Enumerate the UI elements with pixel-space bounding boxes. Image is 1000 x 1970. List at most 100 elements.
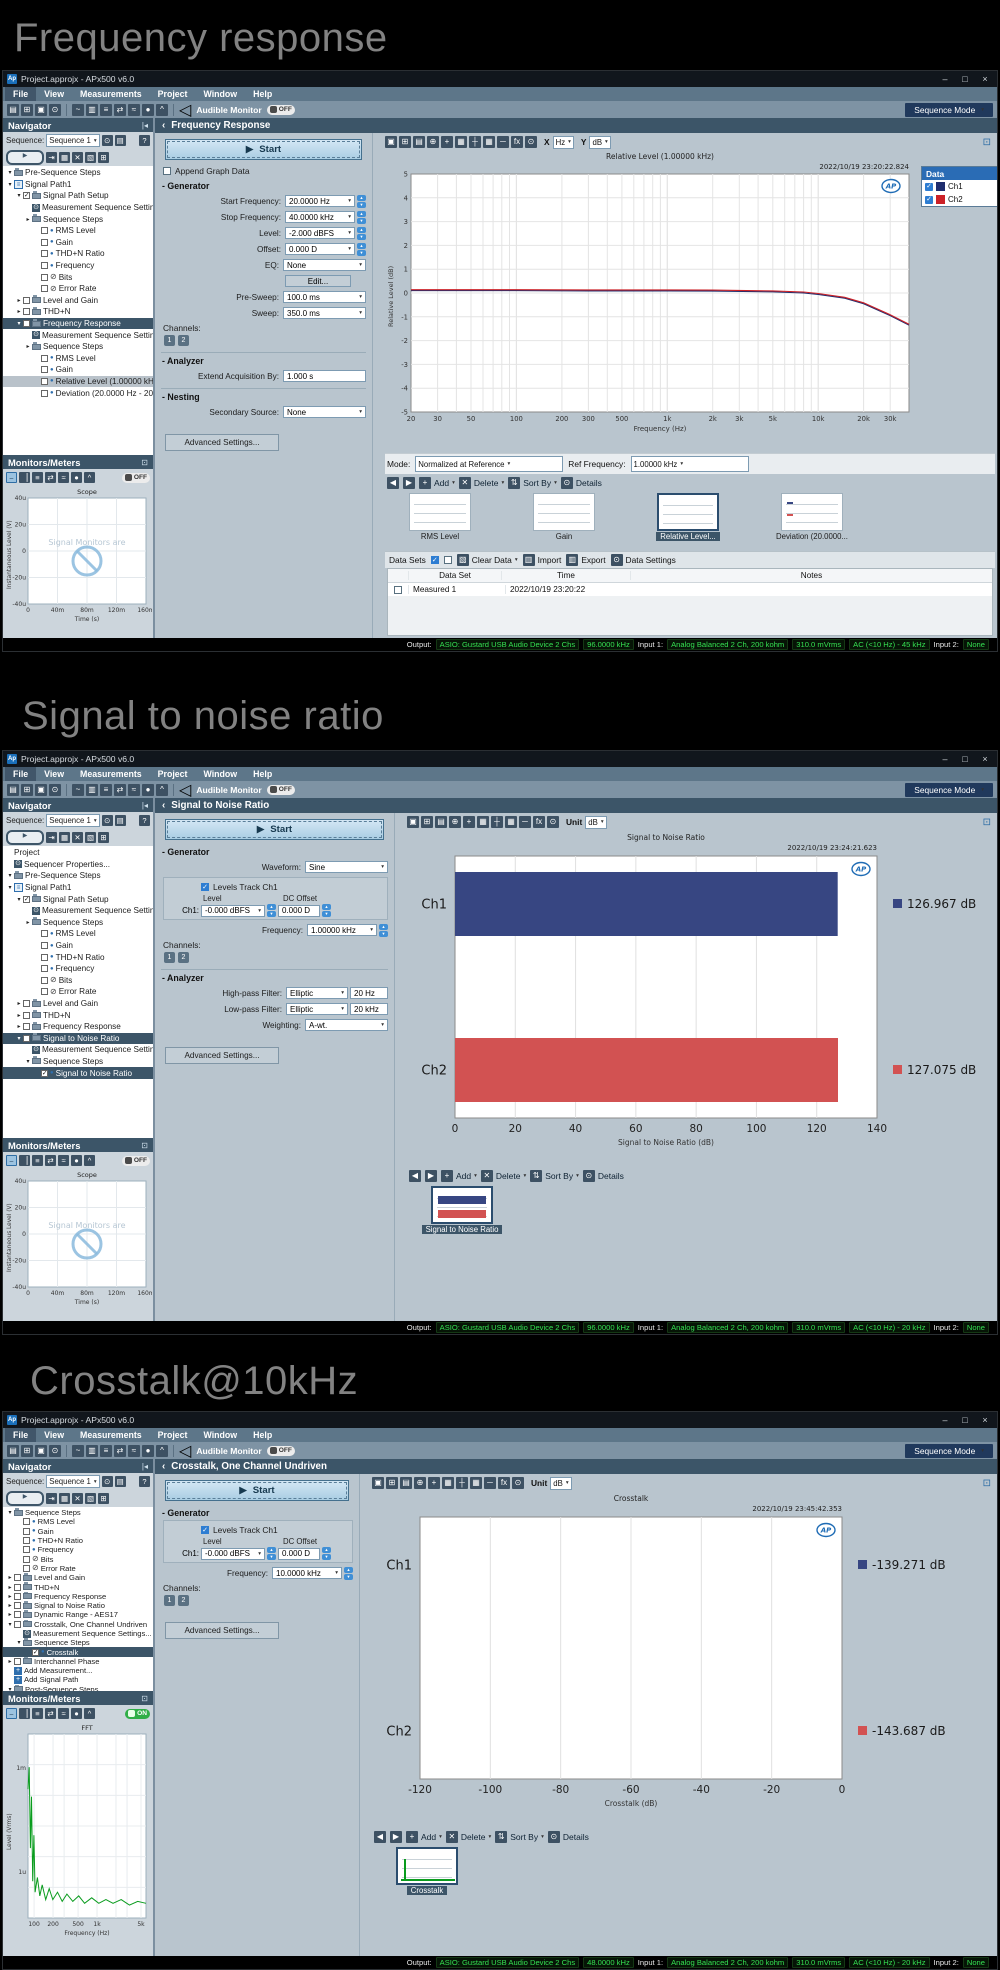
tree-item-signal-path-setup[interactable]: ▾ ✓ Signal Path Setup: [3, 893, 153, 905]
fft-monitor-icon[interactable]: ▕: [19, 1708, 30, 1719]
value-box[interactable]: 350.0 ms ▾: [283, 307, 366, 319]
menu-window[interactable]: Window: [203, 89, 238, 99]
fx-icon[interactable]: fx: [498, 1477, 510, 1489]
tree-item-frequency[interactable]: ● Frequency: [3, 1545, 153, 1554]
channel-2-chip[interactable]: 2: [178, 1595, 189, 1606]
input-bandwidth-status[interactable]: AC (<10 Hz) - 20 kHz: [849, 1957, 930, 1968]
tree-item-frequency[interactable]: ● Frequency: [3, 260, 153, 272]
legend-item-ch2[interactable]: ✓ Ch2: [922, 193, 997, 206]
tree-checkbox[interactable]: [41, 976, 48, 984]
data-table-icon[interactable]: ▦: [483, 136, 495, 148]
tree-item-signal-to-noise-ratio[interactable]: ▾ Signal to Noise Ratio: [3, 1032, 153, 1045]
tree-checkbox[interactable]: [41, 930, 48, 938]
expander-icon[interactable]: ▾: [8, 885, 12, 892]
output-device-status[interactable]: ASIO: Gustard USB Audio Device 2 Chs: [435, 1957, 580, 1968]
first-data-icon[interactable]: ◀: [374, 1830, 386, 1843]
trace-style-icon[interactable]: ─: [497, 136, 509, 148]
channel-1-chip[interactable]: 1: [164, 952, 175, 963]
select-all-checkbox[interactable]: ✓: [430, 556, 439, 564]
value-box[interactable]: 20.0000 Hz ▾: [285, 195, 355, 207]
edit-button[interactable]: Edit...: [285, 275, 351, 287]
axis-unit-select[interactable]: Hz ▾: [552, 135, 574, 149]
save-graph-icon[interactable]: ▣: [385, 136, 397, 148]
tree-item-thd-n[interactable]: ▸ THD+N: [3, 1009, 153, 1021]
help-icon[interactable]: ?: [139, 135, 150, 146]
tree-checkbox[interactable]: [23, 1034, 30, 1042]
expander-icon[interactable]: ▾: [8, 1621, 12, 1628]
input2-status[interactable]: None: [962, 1957, 989, 1968]
tree-item-gain[interactable]: ● Gain: [3, 237, 153, 249]
tree-item-dynamic-range-aes17[interactable]: ▸ Dynamic Range - AES17: [3, 1610, 153, 1619]
tree-item-frequency-response[interactable]: ▸ Frequency Response: [3, 1021, 153, 1033]
tree-item-sequence-steps[interactable]: ▸ Sequence Steps: [3, 917, 153, 929]
settings-icon[interactable]: ⊙: [49, 783, 61, 796]
last-data-icon[interactable]: ▶: [390, 1830, 402, 1843]
clock-monitor-icon[interactable]: ●: [71, 1155, 82, 1166]
sequence-settings-icon[interactable]: ⊙: [101, 135, 113, 146]
tree-checkbox[interactable]: [23, 1527, 30, 1535]
tree-item-interchannel-phase[interactable]: ▸ Interchannel Phase: [3, 1656, 153, 1666]
value-box[interactable]: 40.0000 kHz ▾: [285, 211, 355, 223]
delete-data-button[interactable]: ✕ Delete ▾: [480, 1169, 526, 1182]
help-icon[interactable]: ?: [139, 1476, 150, 1487]
expander-icon[interactable]: ▾: [8, 873, 12, 880]
tree-item-level-and-gain[interactable]: ▸ Level and Gain: [3, 1573, 153, 1582]
tree-item-measurement-sequence-settings[interactable]: ⊙Measurement Sequence Settings...: [3, 905, 153, 917]
maximize-button[interactable]: □: [962, 1415, 968, 1425]
copy-graph-icon[interactable]: ⊞: [386, 1477, 398, 1489]
clock-monitor-icon[interactable]: ●: [71, 472, 82, 483]
sequence-report-icon[interactable]: ▤: [114, 135, 126, 146]
verify-icon[interactable]: ▦: [59, 152, 70, 163]
tree-item-frequency-response[interactable]: ▸ Frequency Response: [3, 1591, 153, 1601]
sweep-monitor-icon[interactable]: ⇄: [45, 472, 56, 483]
thd-monitor-icon[interactable]: ≈: [58, 1155, 69, 1166]
minimize-button[interactable]: –: [942, 1415, 948, 1425]
tree-item-measurement-sequence-settings[interactable]: ⊙Measurement Sequence Settings...: [3, 202, 153, 214]
expander-icon[interactable]: ▸: [26, 216, 30, 223]
graph-settings-icon[interactable]: ⊙: [525, 136, 537, 148]
value-box[interactable]: 1.000 s: [283, 370, 366, 382]
zoom-icon[interactable]: ⊕: [449, 816, 461, 828]
spinner-control[interactable]: ▲ ▼: [322, 904, 331, 917]
sequence-settings-icon[interactable]: ⊙: [101, 1476, 113, 1487]
pan-icon[interactable]: +: [428, 1477, 440, 1489]
trace-style-icon[interactable]: ─: [519, 816, 531, 828]
tree-item-crosstalk[interactable]: ✓ ● Crosstalk: [3, 1647, 153, 1657]
copy-graph-icon[interactable]: ⊞: [421, 816, 433, 828]
xy-monitor-icon[interactable]: ^: [84, 1708, 95, 1719]
select-none-checkbox[interactable]: [443, 556, 452, 564]
monitors-toggle[interactable]: OFF: [121, 1155, 150, 1166]
meters-icon[interactable]: ≈: [128, 103, 140, 116]
tree-checkbox[interactable]: [23, 1537, 30, 1545]
scope-monitor-icon[interactable]: ~: [72, 1444, 84, 1457]
expander-icon[interactable]: ▾: [17, 1640, 21, 1647]
cursors-icon[interactable]: ┼: [469, 136, 481, 148]
export-icon[interactable]: ⊞: [98, 1493, 109, 1504]
menu-measurements[interactable]: Measurements: [80, 89, 142, 99]
add-data-button[interactable]: + Add ▾: [419, 476, 455, 489]
ref-frequency-select[interactable]: 1.00000 kHz ▾: [630, 456, 749, 472]
expander-icon[interactable]: ▸: [17, 297, 21, 304]
delete-data-button[interactable]: ✕ Delete ▾: [445, 1830, 491, 1843]
sort-by-button[interactable]: ⇅ Sort By ▾: [508, 476, 557, 489]
thumbnail-crosstalk[interactable]: Crosstalk: [384, 1847, 470, 1905]
fx-icon[interactable]: fx: [511, 136, 523, 148]
value-box[interactable]: 0.000 D ▾: [285, 243, 355, 255]
tree-checkbox[interactable]: [14, 1620, 21, 1628]
expander-icon[interactable]: ▾: [17, 896, 21, 903]
minimize-button[interactable]: –: [942, 754, 948, 764]
xy-monitor-icon[interactable]: ^: [84, 1155, 95, 1166]
scope-monitor-icon[interactable]: ~: [72, 103, 84, 116]
menu-view[interactable]: View: [44, 1430, 65, 1440]
sample-rate-status[interactable]: 48.0000 kHz: [583, 1957, 634, 1968]
value-box[interactable]: None ▾: [283, 259, 366, 271]
tree-item-frequency[interactable]: ● Frequency: [3, 963, 153, 975]
add-data-button[interactable]: + Add ▾: [441, 1169, 477, 1182]
value-box[interactable]: A-wt. ▾: [305, 1019, 388, 1031]
audible-monitor-toggle[interactable]: OFF: [266, 104, 295, 115]
input2-status[interactable]: None: [962, 639, 989, 650]
value-box[interactable]: Elliptic ▾: [286, 1003, 348, 1015]
open-project-icon[interactable]: ⊞: [21, 103, 33, 116]
sequence-select[interactable]: Sequence 1 ▾: [46, 134, 100, 147]
close-button[interactable]: ×: [982, 754, 988, 764]
